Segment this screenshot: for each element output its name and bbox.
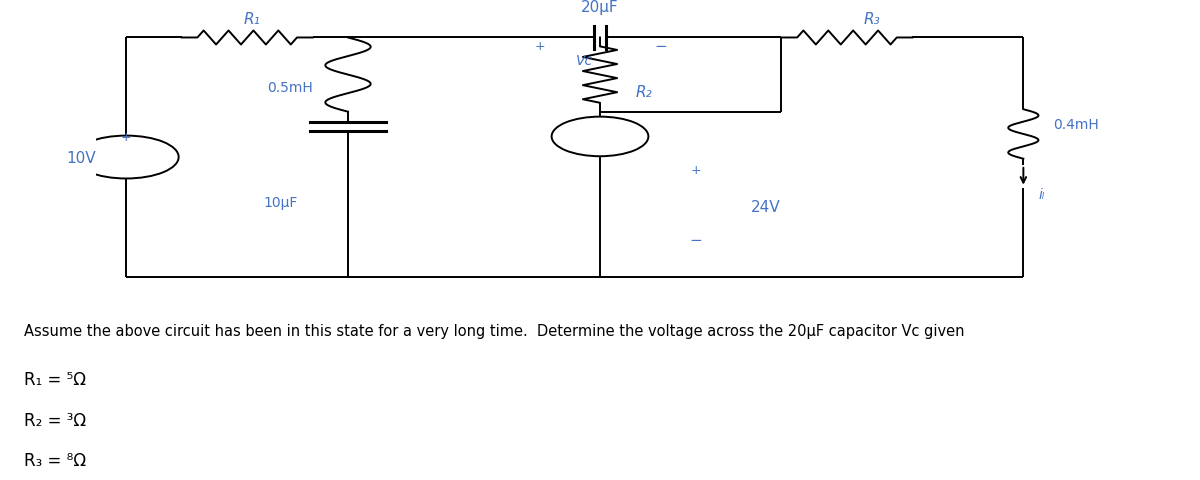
Text: R₃: R₃: [864, 12, 881, 27]
Text: +: +: [121, 131, 132, 144]
Text: Assume the above circuit has been in this state for a very long time.  Determine: Assume the above circuit has been in thi…: [24, 323, 965, 338]
Text: 10μF: 10μF: [263, 196, 298, 210]
Text: 10V: 10V: [66, 150, 96, 165]
Text: iₗ: iₗ: [1038, 188, 1045, 202]
Text: 0.5mH: 0.5mH: [266, 81, 313, 95]
Text: −: −: [689, 232, 702, 248]
Text: +: +: [534, 40, 545, 53]
Text: R₃ = ⁸Ω: R₃ = ⁸Ω: [24, 451, 86, 469]
Text: Vᴄ: Vᴄ: [576, 54, 594, 68]
Text: R₁ = ⁵Ω: R₁ = ⁵Ω: [24, 371, 86, 389]
Text: R₂: R₂: [635, 84, 652, 99]
Text: 24V: 24V: [751, 200, 781, 215]
Text: −: −: [654, 39, 667, 54]
Text: R₂ = ³Ω: R₂ = ³Ω: [24, 411, 86, 429]
Text: R₁: R₁: [244, 12, 260, 27]
Text: 0.4mH: 0.4mH: [1054, 118, 1099, 132]
Text: +: +: [690, 164, 701, 177]
Text: 20μF: 20μF: [581, 0, 619, 15]
